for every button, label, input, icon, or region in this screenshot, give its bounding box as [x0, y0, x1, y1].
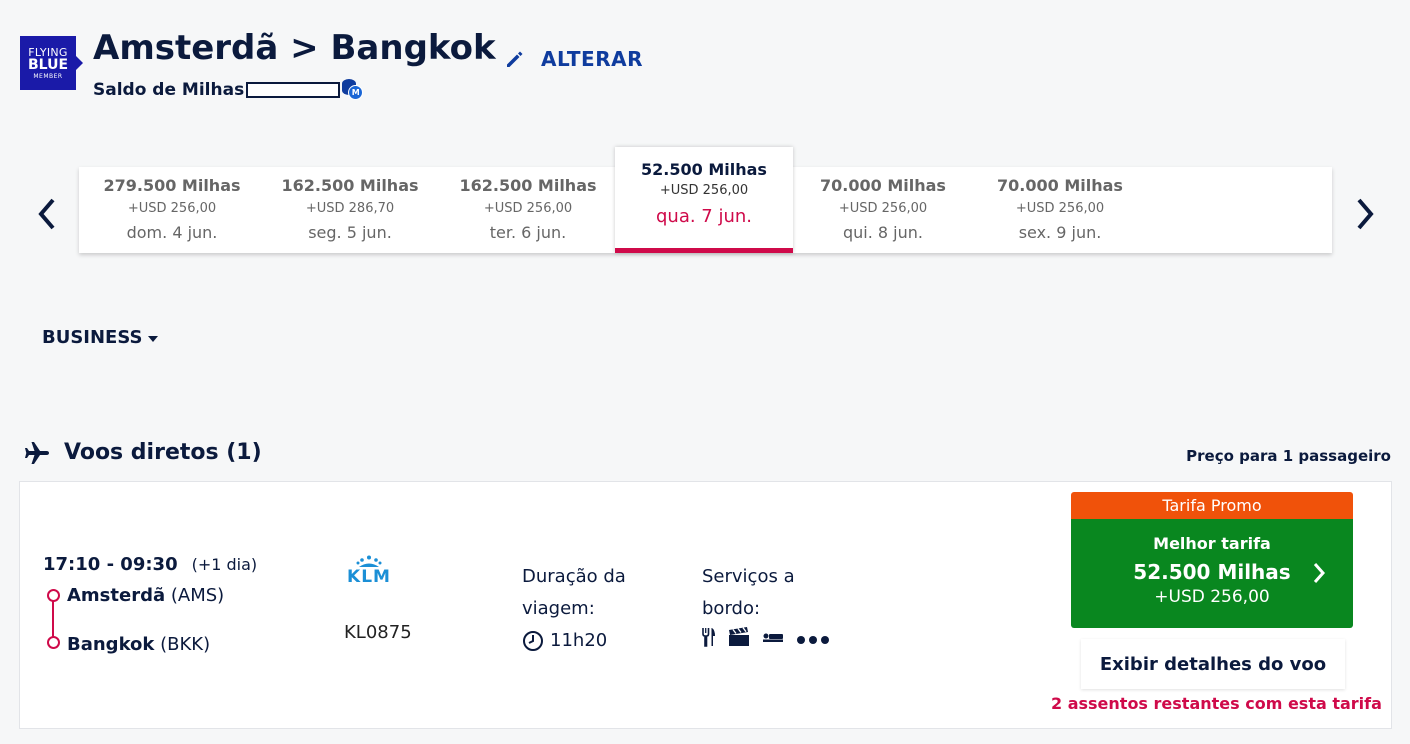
date-miles: 70.000 Milhas	[997, 176, 1123, 195]
miles-balance: Saldo de Milhas M	[93, 79, 364, 101]
origin-airport: Amsterdã (AMS)	[67, 585, 224, 606]
date-usd: +USD 256,00	[127, 201, 217, 216]
date-miles: 162.500 Milhas	[281, 176, 419, 195]
date-option-0[interactable]: 279.500 Milhas +USD 256,00 dom. 4 jun.	[83, 167, 261, 253]
date-day: qua. 7 jun.	[655, 206, 753, 227]
promo-fare-banner: Tarifa Promo	[1071, 492, 1353, 519]
fare-miles: 52.500 Milhas	[1133, 560, 1291, 584]
passenger-count: 1	[1282, 447, 1294, 465]
miles-coins-icon: M	[342, 79, 364, 101]
fare-price-panel: Melhor tarifa 52.500 Milhas +USD 256,00	[1071, 519, 1353, 628]
entertainment-icon	[728, 627, 750, 652]
klm-logo-text: KLM	[347, 567, 391, 587]
date-option-selected[interactable]: 52.500 Milhas +USD 256,00 qua. 7 jun.	[615, 147, 793, 253]
airplane-icon	[25, 441, 49, 464]
date-miles: 70.000 Milhas	[820, 176, 946, 195]
cabin-class-dropdown[interactable]: BUSINESS	[42, 327, 159, 348]
redacted-balance-value	[246, 82, 341, 98]
services-label-1: Serviços a	[702, 566, 795, 587]
duration-label-1: Duração da	[522, 566, 626, 587]
klm-logo: KLM	[343, 555, 395, 587]
klm-crown-icon	[356, 555, 382, 567]
date-usd: +USD 256,00	[483, 201, 573, 216]
destination-code: (BKK)	[160, 634, 211, 655]
clock-icon	[523, 631, 543, 651]
balance-label: Saldo de Milhas	[93, 80, 245, 100]
edit-search-link[interactable]: ALTERAR	[505, 47, 643, 71]
previous-dates-button[interactable]	[35, 196, 59, 232]
cabin-class-label: BUSINESS	[42, 327, 143, 348]
date-miles: 279.500 Milhas	[103, 176, 241, 195]
caret-down-icon	[148, 335, 159, 342]
date-miles: 162.500 Milhas	[459, 176, 597, 195]
flat-bed-icon	[762, 630, 784, 650]
date-usd: +USD 256,00	[659, 183, 749, 198]
date-day: seg. 5 jun.	[308, 223, 392, 242]
fare-title: Melhor tarifa	[1153, 534, 1271, 553]
onboard-services: Serviços a bordo:	[702, 561, 842, 652]
flying-blue-logo: FLYING BLUE MEMBER	[20, 36, 83, 90]
logo-line-3: MEMBER	[33, 72, 63, 80]
date-usd: +USD 256,00	[1015, 201, 1105, 216]
chevron-right-icon	[1313, 563, 1326, 583]
best-fare-button[interactable]: Tarifa Promo Melhor tarifa 52.500 Milhas…	[1071, 492, 1353, 628]
route-line-icon	[47, 589, 61, 649]
date-day: ter. 6 jun.	[489, 223, 567, 242]
fare-usd: +USD 256,00	[1154, 587, 1270, 607]
date-usd: +USD 286,70	[305, 201, 395, 216]
chevron-right-icon	[1357, 198, 1374, 230]
duration-label-2: viagem:	[522, 598, 595, 619]
route-title: Amsterdã > Bangkok	[93, 28, 496, 68]
date-option-2[interactable]: 162.500 Milhas +USD 256,00 ter. 6 jun.	[439, 167, 617, 253]
price-for-suffix: passageiro	[1293, 447, 1391, 465]
edit-search-label: ALTERAR	[541, 47, 643, 71]
meal-icon	[702, 627, 716, 652]
date-day: sex. 9 jun.	[1018, 223, 1102, 242]
flight-number: KL0875	[344, 622, 412, 643]
price-per-passenger-note: Preço para 1 passageiro	[1186, 447, 1391, 465]
date-day: qui. 8 jun.	[843, 223, 923, 242]
next-day-indicator: (+1 dia)	[191, 555, 258, 574]
flight-details-button[interactable]: Exibir detalhes do voo	[1081, 639, 1345, 689]
date-day: dom. 4 jun.	[126, 223, 218, 242]
results-header: Voos diretos (1)	[24, 440, 262, 465]
date-option-4[interactable]: 70.000 Milhas +USD 256,00 qui. 8 jun.	[794, 167, 972, 253]
origin-code: (AMS)	[170, 585, 225, 606]
more-icon[interactable]	[796, 630, 830, 650]
miles-badge: M	[348, 85, 364, 100]
results-title: Voos diretos (1)	[64, 440, 262, 465]
price-for-prefix: Preço para	[1186, 447, 1283, 465]
pencil-icon	[507, 51, 523, 67]
logo-line-2: BLUE	[27, 56, 69, 73]
departure-arrival-times: 17:10 - 09:30	[43, 554, 178, 575]
chevron-left-icon	[38, 198, 55, 230]
origin-city: Amsterdã	[67, 585, 166, 606]
flight-duration: Duração da viagem: 11h20	[522, 561, 626, 657]
flight-result-card: 17:10 - 09:30 (+1 dia) Amsterdã (AMS) Ba…	[19, 481, 1392, 729]
destination-airport: Bangkok (BKK)	[67, 634, 210, 655]
services-label-2: bordo:	[702, 598, 761, 619]
date-miles: 52.500 Milhas	[641, 160, 767, 179]
date-option-5[interactable]: 70.000 Milhas +USD 256,00 sex. 9 jun.	[971, 167, 1149, 253]
flight-times: 17:10 - 09:30 (+1 dia)	[43, 554, 257, 575]
date-option-1[interactable]: 162.500 Milhas +USD 286,70 seg. 5 jun.	[261, 167, 439, 253]
date-usd: +USD 256,00	[838, 201, 928, 216]
destination-city: Bangkok	[67, 634, 155, 655]
seats-remaining-notice: 2 assentos restantes com esta tarifa	[1051, 694, 1382, 713]
logo-line-1: FLYING	[28, 45, 68, 59]
date-selector: 279.500 Milhas +USD 256,00 dom. 4 jun. 1…	[79, 147, 1332, 253]
next-dates-button[interactable]	[1353, 196, 1377, 232]
duration-value: 11h20	[550, 630, 608, 651]
